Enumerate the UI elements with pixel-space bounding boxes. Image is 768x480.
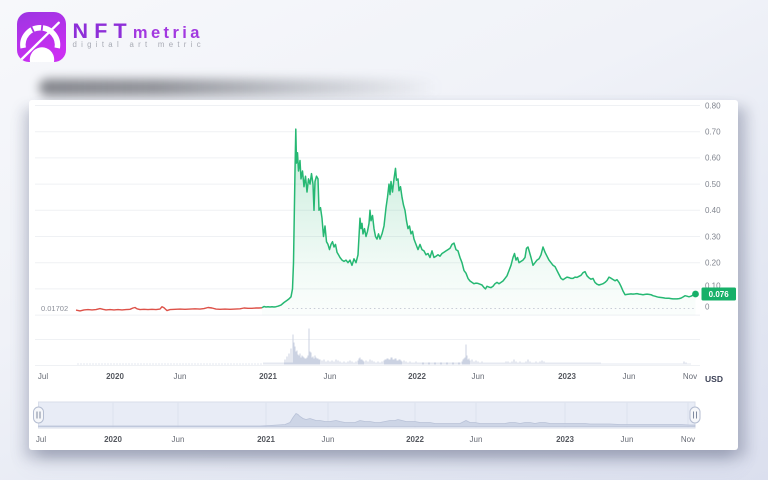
svg-text:Jun: Jun	[621, 435, 634, 444]
svg-text:Jun: Jun	[322, 435, 335, 444]
svg-text:0.10: 0.10	[705, 282, 721, 291]
svg-text:2020: 2020	[104, 435, 122, 444]
svg-text:0: 0	[705, 303, 710, 312]
svg-text:2022: 2022	[408, 372, 426, 381]
svg-text:2020: 2020	[106, 372, 124, 381]
svg-text:USD: USD	[705, 374, 723, 384]
svg-text:Nov: Nov	[683, 372, 697, 381]
svg-text:Jun: Jun	[174, 372, 187, 381]
svg-text:0.076: 0.076	[709, 290, 730, 299]
svg-text:Jun: Jun	[623, 372, 636, 381]
svg-text:2021: 2021	[259, 372, 277, 381]
svg-text:0.01702: 0.01702	[41, 304, 68, 313]
svg-text:2023: 2023	[558, 372, 576, 381]
svg-text:Jul: Jul	[36, 435, 46, 444]
svg-text:Jun: Jun	[472, 372, 485, 381]
svg-text:2022: 2022	[406, 435, 424, 444]
svg-text:0.20: 0.20	[705, 259, 721, 268]
svg-text:Jul: Jul	[38, 372, 48, 381]
svg-text:0.70: 0.70	[705, 128, 721, 137]
svg-text:Jun: Jun	[324, 372, 337, 381]
svg-text:0.50: 0.50	[705, 180, 721, 189]
svg-text:Jun: Jun	[470, 435, 483, 444]
svg-text:2021: 2021	[257, 435, 275, 444]
svg-text:0.30: 0.30	[705, 232, 721, 241]
svg-text:Jun: Jun	[172, 435, 185, 444]
svg-text:0.60: 0.60	[705, 154, 721, 163]
svg-text:0.40: 0.40	[705, 206, 721, 215]
svg-text:Nov: Nov	[681, 435, 695, 444]
svg-text:2023: 2023	[556, 435, 574, 444]
svg-text:0.80: 0.80	[705, 101, 721, 110]
